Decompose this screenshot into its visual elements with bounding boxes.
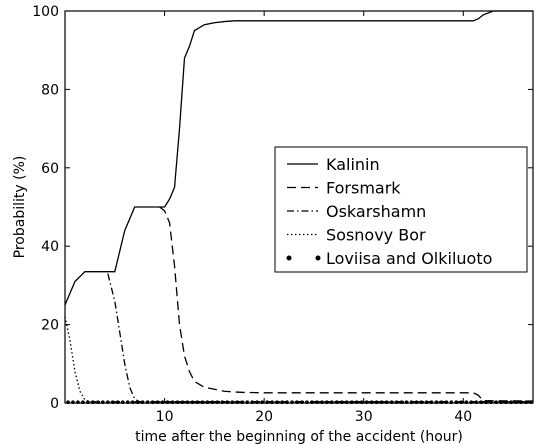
x-axis-ticks: 10 20 30 40 — [156, 11, 472, 425]
legend-label-kalinin: Kalinin — [326, 155, 380, 174]
legend-marker-loviisa-and-olkiluoto — [286, 255, 292, 261]
y-tick-label: 40 — [41, 239, 59, 255]
legend-label-sosnovy-bor: Sosnovy Bor — [326, 226, 426, 245]
series-line-forsmark — [159, 206, 534, 402]
plot-frame — [64, 10, 534, 404]
series-line-oskarshamn — [107, 273, 533, 403]
legend-label-loviisa-and-olkiluoto: Loviisa and Olkiluoto — [326, 249, 492, 268]
x-tick-label: 20 — [255, 409, 273, 425]
y-axis-ticks: 0 20 40 60 80 100 — [32, 4, 533, 412]
x-tick-label: 40 — [454, 409, 472, 425]
x-tick-label: 30 — [355, 409, 373, 425]
legend-box — [274, 146, 528, 273]
legend-label-forsmark: Forsmark — [326, 179, 401, 198]
y-tick-label: 80 — [41, 82, 59, 98]
x-tick-label: 10 — [156, 409, 174, 425]
legend: Kalinin Forsmark Oskarshamn Sosnovy Bor Lovi… — [274, 146, 528, 273]
y-tick-label: 60 — [41, 161, 59, 177]
y-tick-label: 20 — [41, 318, 59, 334]
x-axis-label: time after the beginning of the accident… — [135, 429, 463, 444]
series-line-kalinin — [64, 10, 533, 306]
legend-label-oskarshamn: Oskarshamn — [326, 202, 426, 221]
legend-marker-loviisa-and-olkiluoto — [315, 255, 321, 261]
y-axis-label: Probability (%) — [12, 156, 28, 259]
y-tick-label: 0 — [50, 396, 59, 412]
y-tick-label: 100 — [32, 4, 59, 20]
series-line-sosnovy-bor — [64, 316, 533, 403]
